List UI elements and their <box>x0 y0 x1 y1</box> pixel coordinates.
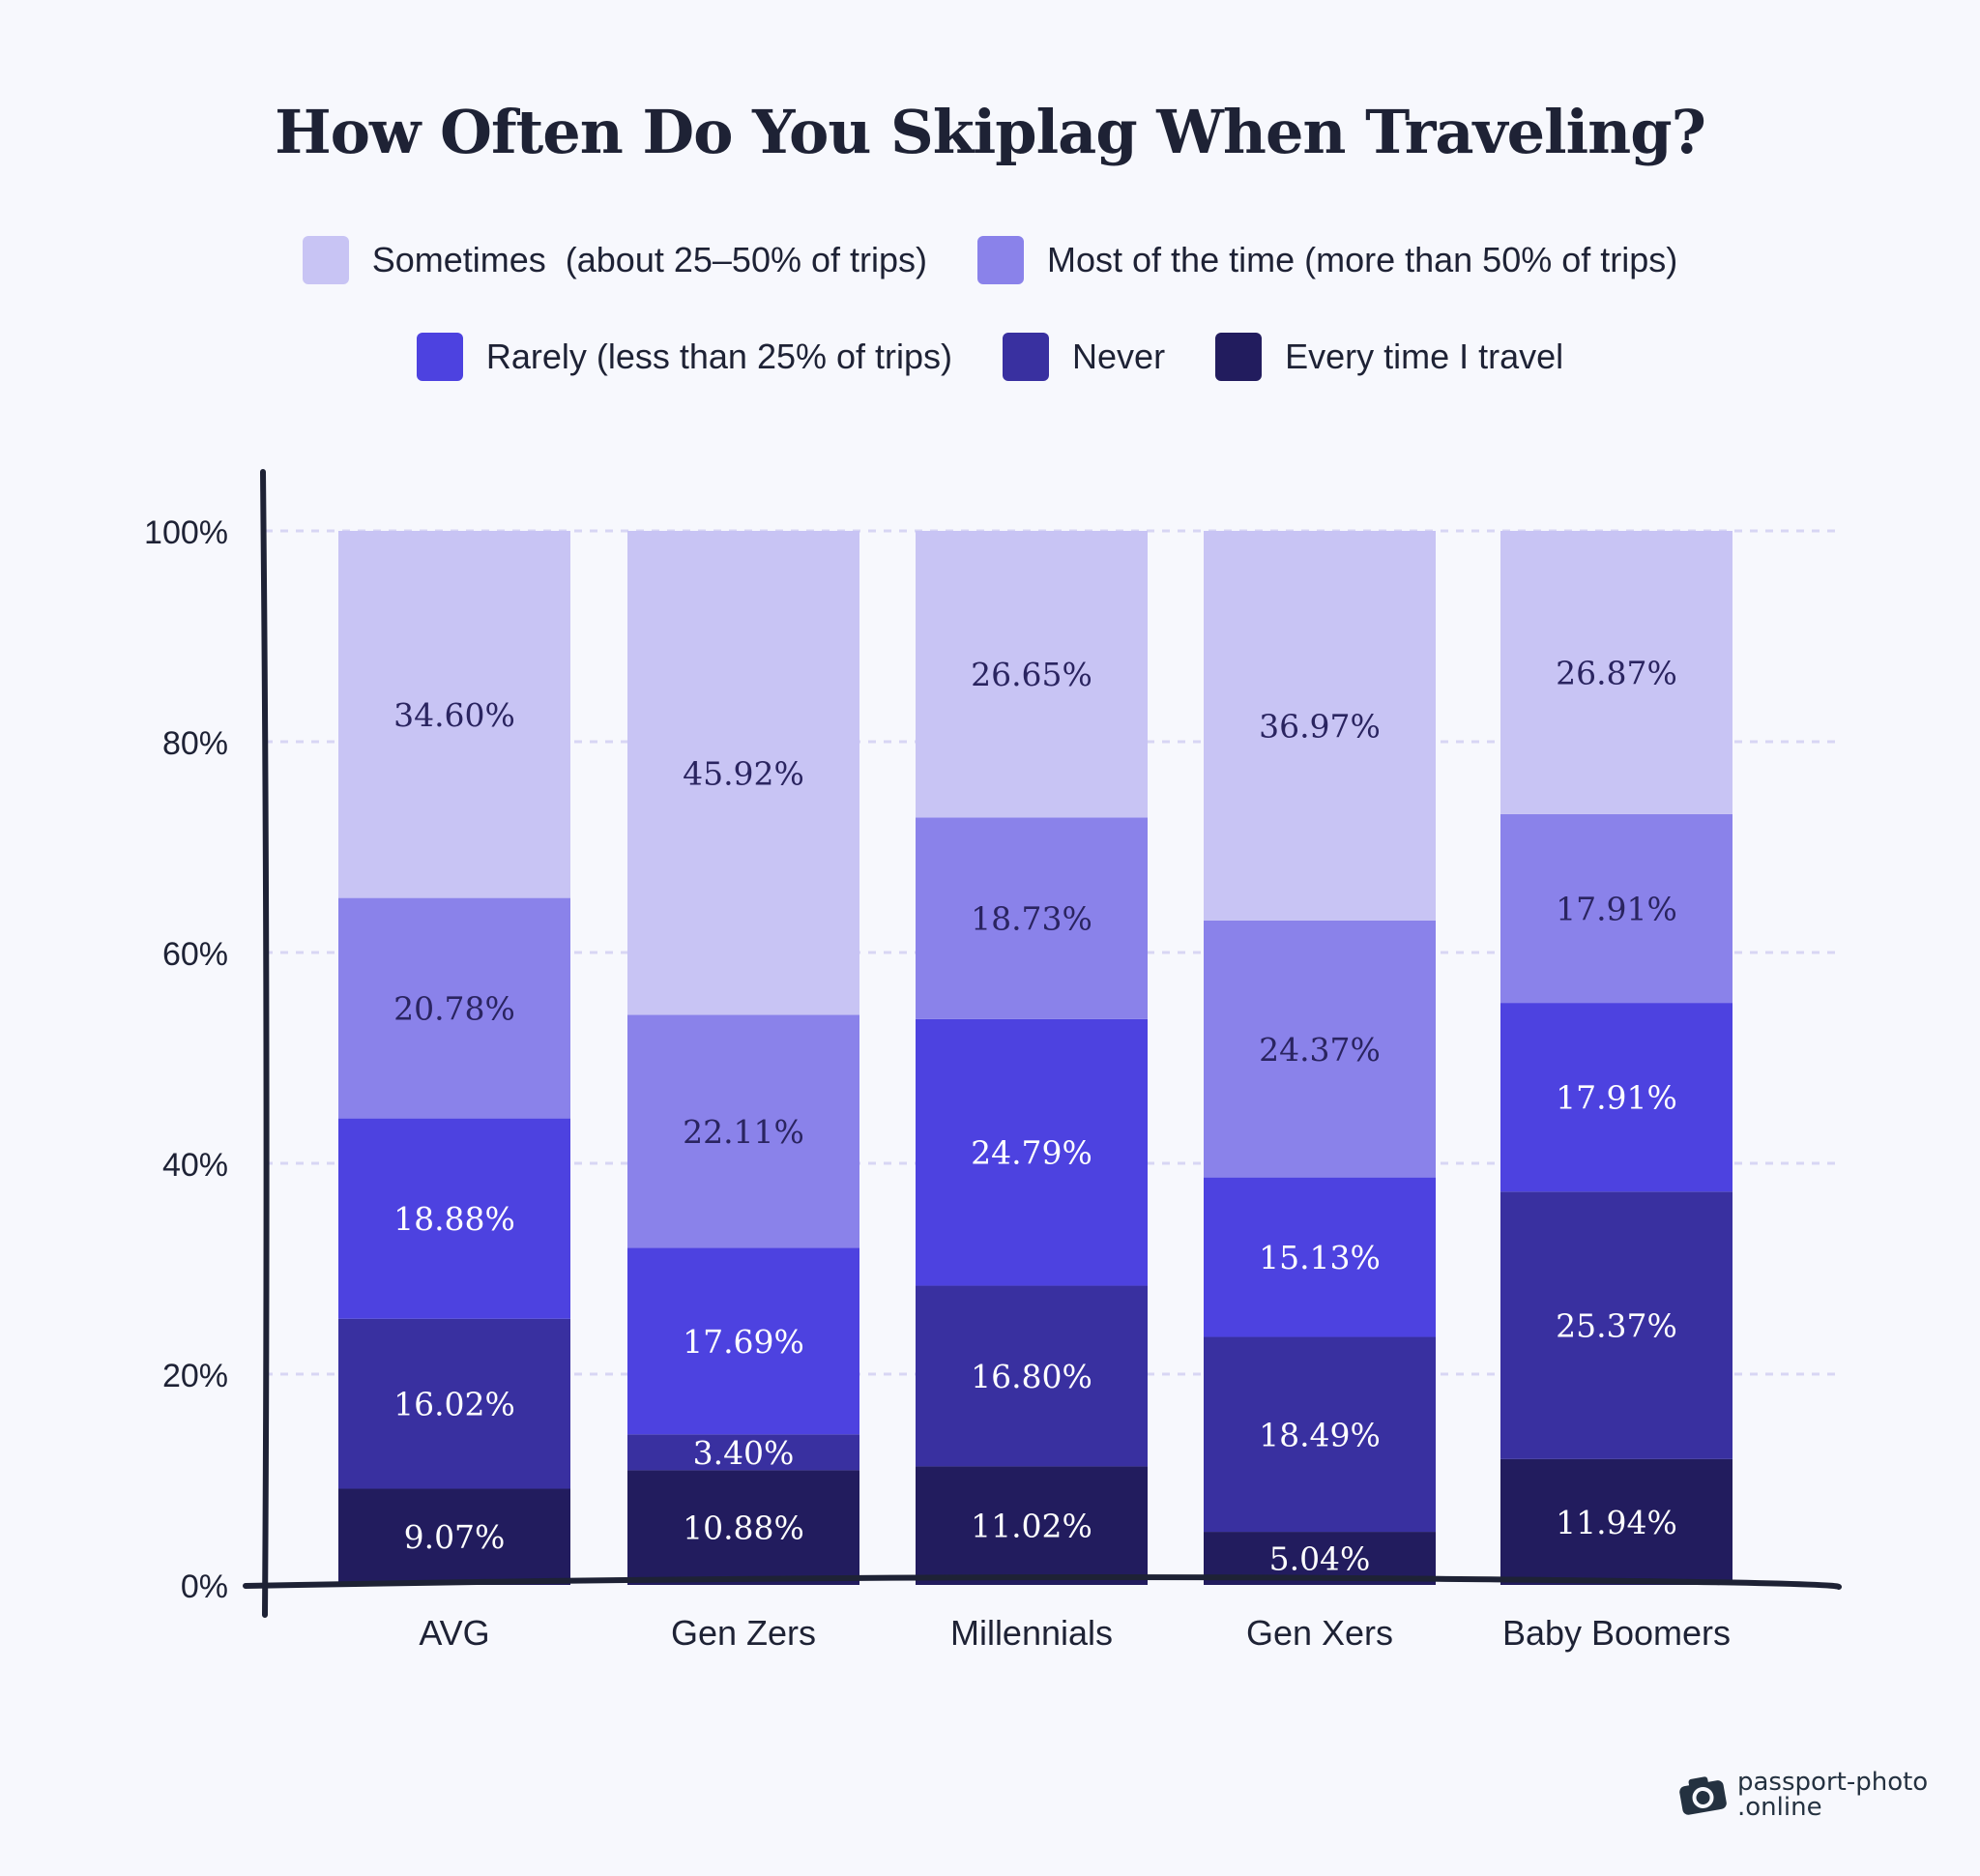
camera-icon <box>1679 1776 1727 1815</box>
logo-text-line1: passport-photo <box>1737 1768 1929 1797</box>
data-label: 18.88% <box>393 1200 515 1238</box>
data-label: 11.02% <box>971 1508 1092 1545</box>
bar-segment <box>916 1018 1148 1286</box>
legend-label: Sometimes (about 25–50% of trips) <box>371 240 927 279</box>
legend-label: Rarely (less than 25% of trips) <box>485 337 953 376</box>
data-label: 22.11% <box>683 1113 804 1151</box>
y-tick-label: 20% <box>162 1358 228 1394</box>
logo-text-line2: .online <box>1737 1793 1822 1822</box>
y-tick-label: 40% <box>162 1147 228 1184</box>
x-axis-line <box>243 1574 1842 1590</box>
data-label: 3.40% <box>693 1434 795 1472</box>
legend-item-never: Never <box>1003 333 1165 381</box>
y-tick-label: 100% <box>144 514 228 551</box>
data-label: 24.79% <box>971 1134 1092 1172</box>
legend-row-1: Sometimes (about 25–50% of trips) Most o… <box>0 236 1980 284</box>
bar-segment <box>916 1285 1148 1467</box>
bar-segment <box>338 1318 570 1489</box>
bar-segment <box>1204 1336 1436 1533</box>
legend-swatch <box>302 236 349 284</box>
data-label: 9.07% <box>404 1518 506 1556</box>
legend-item-most: Most of the time (more than 50% of trips… <box>977 236 1677 284</box>
legend-swatch <box>977 236 1024 284</box>
data-label: 17.91% <box>1556 1079 1677 1117</box>
bar-segment <box>1500 813 1732 1004</box>
data-label: 5.04% <box>1269 1540 1371 1578</box>
bar-segment <box>1500 1458 1732 1585</box>
legend-row-2: Rarely (less than 25% of trips) Never Ev… <box>0 333 1980 381</box>
legend-swatch <box>1215 333 1263 381</box>
x-tick-label: Gen Zers <box>671 1613 816 1653</box>
bar-segment <box>1500 1003 1732 1192</box>
bar-segment <box>627 1434 859 1471</box>
data-label: 11.94% <box>1556 1504 1677 1541</box>
bar-segment <box>1500 1191 1732 1459</box>
data-label: 26.87% <box>1556 654 1677 691</box>
data-label: 18.73% <box>971 900 1092 938</box>
brand-logo: passport-photo .online <box>1677 1770 1928 1820</box>
legend-label: Most of the time (more than 50% of trips… <box>1047 240 1678 279</box>
y-tick-label: 0% <box>181 1568 228 1605</box>
y-tick-label: 80% <box>162 725 228 762</box>
data-label: 26.65% <box>971 656 1092 693</box>
data-label: 24.37% <box>1259 1031 1381 1069</box>
bar-segment <box>1204 531 1436 921</box>
x-tick-label: Gen Xers <box>1246 1613 1393 1653</box>
data-label: 17.91% <box>1556 890 1677 927</box>
bar-segment <box>338 897 570 1119</box>
data-label: 10.88% <box>683 1510 804 1547</box>
y-tick-label: 60% <box>162 936 228 973</box>
data-label: 25.37% <box>1556 1307 1677 1345</box>
x-tick-label: Baby Boomers <box>1502 1613 1731 1653</box>
data-label: 15.13% <box>1259 1239 1381 1276</box>
bar-segment <box>338 531 570 898</box>
bar-segment <box>1204 920 1436 1178</box>
legend-swatch <box>1003 333 1050 381</box>
legend-label: Never <box>1072 337 1166 376</box>
bar-segment <box>1204 1177 1436 1337</box>
legend-item-rarely: Rarely (less than 25% of trips) <box>416 333 953 381</box>
bar-segment <box>627 1470 859 1585</box>
legend-item-every-time: Every time I travel <box>1215 333 1563 381</box>
data-label: 17.69% <box>683 1323 804 1361</box>
y-axis-line <box>260 469 270 1618</box>
bar-segment <box>1500 531 1732 814</box>
bar-segment <box>916 1466 1148 1585</box>
data-label: 16.80% <box>971 1358 1092 1395</box>
data-label: 18.49% <box>1259 1416 1381 1453</box>
x-tick-label: AVG <box>419 1613 489 1653</box>
x-tick-label: Millennials <box>950 1613 1113 1653</box>
legend-swatch <box>416 333 463 381</box>
bar-segment <box>627 531 859 1015</box>
data-label: 16.02% <box>393 1386 515 1423</box>
data-label: 36.97% <box>1259 707 1381 745</box>
chart-title: How Often Do You Skiplag When Traveling? <box>275 97 1706 167</box>
bar-segment <box>338 1488 570 1585</box>
bar-segment <box>916 817 1148 1019</box>
bar-segment <box>916 531 1148 818</box>
data-label: 45.92% <box>683 754 804 792</box>
data-label: 20.78% <box>393 990 515 1028</box>
legend-label: Every time I travel <box>1285 337 1564 376</box>
bar-segment <box>627 1247 859 1435</box>
bar-segment <box>338 1118 570 1319</box>
data-label: 34.60% <box>393 696 515 734</box>
legend-item-sometimes: Sometimes (about 25–50% of trips) <box>302 236 927 284</box>
bar-segment <box>627 1014 859 1248</box>
